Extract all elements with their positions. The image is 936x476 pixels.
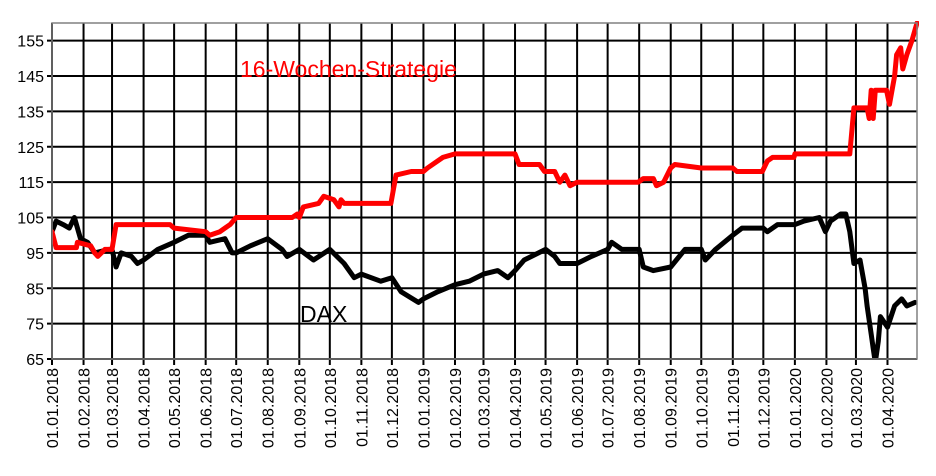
y-tick-label: 105: [17, 211, 44, 228]
y-tick-label: 125: [17, 140, 44, 157]
x-tick-label: 01.02.2018: [77, 368, 94, 448]
y-tick-label: 115: [18, 175, 44, 192]
x-tick-label: 01.10.2019: [694, 368, 711, 448]
x-tick-label: 01.07.2019: [601, 368, 618, 448]
y-tick-label: 135: [17, 104, 44, 121]
y-tick-label: 145: [17, 69, 44, 86]
x-tick-label: 01.06.2018: [199, 368, 216, 448]
annotation-strategy: 16-Wochen-Strategie: [240, 56, 457, 82]
series-lines: [52, 21, 919, 359]
x-tick-label: 01.08.2018: [261, 368, 278, 448]
x-tick-label: 01.04.2020: [880, 368, 897, 448]
x-tick-label: 01.01.2020: [788, 368, 805, 448]
x-tick-label: 01.01.2019: [416, 368, 433, 448]
y-tick-label: 155: [17, 34, 44, 51]
y-tick-label: 75: [26, 317, 44, 334]
x-tick-label: 01.08.2019: [632, 368, 649, 448]
x-tick-label: 01.03.2018: [105, 368, 122, 448]
x-tick-label: 01.04.2019: [508, 368, 525, 448]
x-tick-label: 01.09.2018: [292, 368, 309, 448]
x-axis: 01.01.2018 01.02.2018 01.03.2018 01.04.2018…: [45, 368, 897, 448]
annotation-dax: DAX: [300, 301, 347, 327]
x-tick-label: 01.12.2019: [756, 368, 773, 448]
x-tick-label: 01.06.2019: [570, 368, 587, 448]
y-tick-label: 95: [26, 246, 44, 263]
x-tick-label: 01.02.2020: [819, 368, 836, 448]
x-tick-label: 01.11.2018: [354, 368, 371, 447]
x-tick-label: 01.01.2018: [45, 368, 62, 448]
y-tick-label: 85: [26, 281, 44, 298]
series-line-dax: [52, 211, 918, 359]
x-tick-label: 01.03.2019: [476, 368, 493, 448]
x-tick-label: 01.03.2020: [849, 368, 866, 448]
x-tick-label: 01.05.2019: [539, 368, 556, 448]
x-tick-label: 01.11.2019: [726, 368, 743, 447]
x-tick-label: 01.10.2018: [323, 368, 340, 448]
y-tick-label: 65: [26, 352, 44, 369]
x-tick-label: 01.05.2018: [167, 368, 184, 448]
x-tick-label: 01.02.2019: [448, 368, 465, 448]
x-tick-label: 01.04.2018: [137, 368, 154, 448]
plot-border: [51, 22, 918, 360]
x-tick-label: 01.09.2019: [664, 368, 681, 448]
grid: [47, 23, 917, 365]
y-axis: 65 75 85 95 105 115 125 135 145 155: [17, 34, 44, 369]
series-line-16-wochen-strategie: [52, 21, 919, 259]
x-tick-label: 01.12.2018: [385, 368, 402, 448]
x-tick-label: 01.07.2018: [229, 368, 246, 448]
